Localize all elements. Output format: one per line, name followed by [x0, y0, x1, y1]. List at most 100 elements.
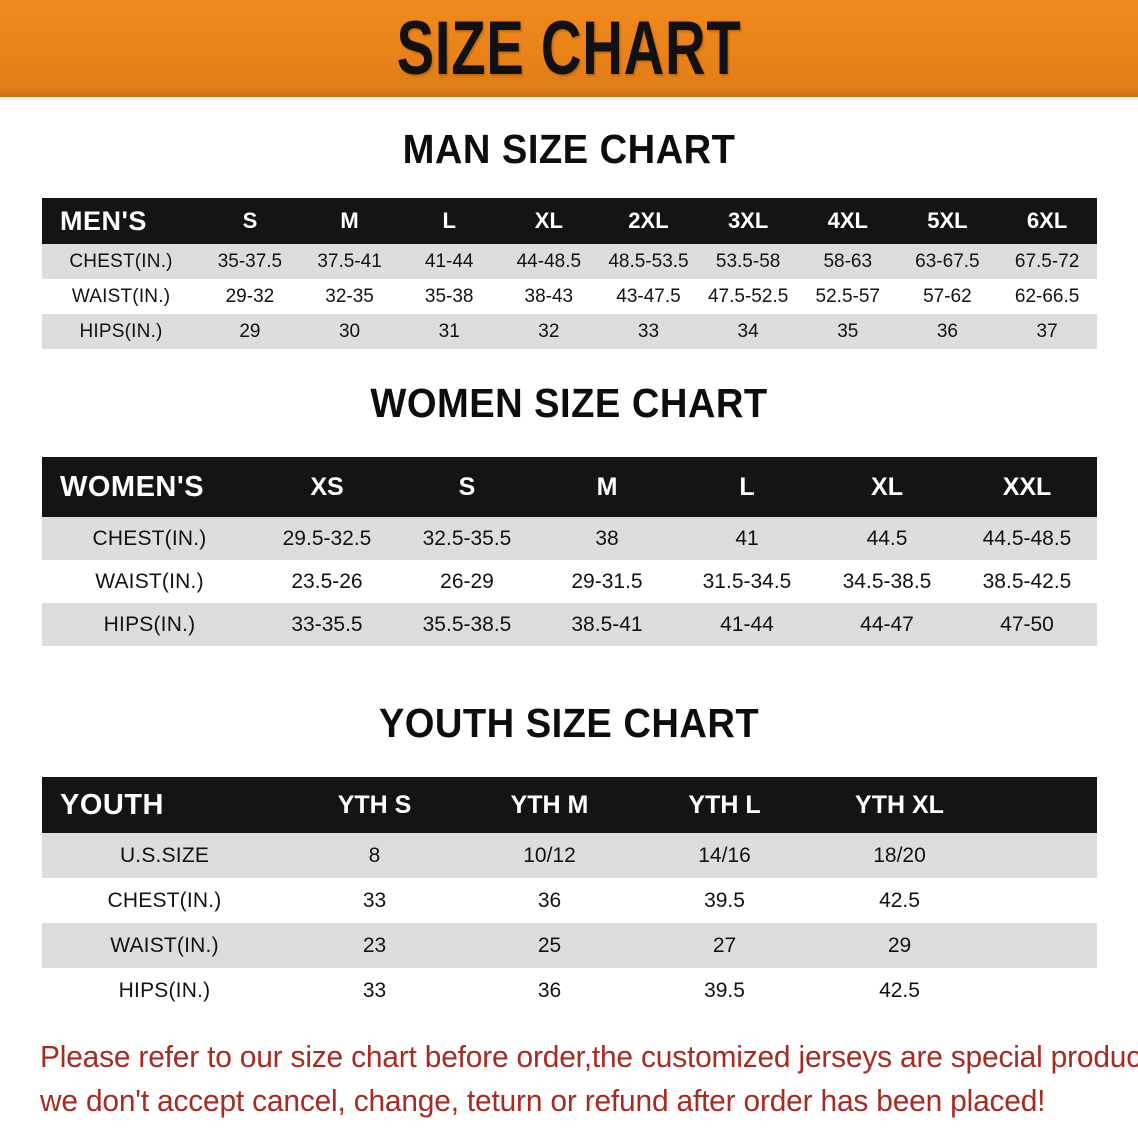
men-col-header: XL [534, 208, 563, 233]
youth-cell: 8 [287, 833, 462, 878]
youth-size-table: YOUTH YTH S YTH M YTH L YTH XL U.S.SIZE … [42, 777, 1097, 1013]
men-col-header: 2XL [628, 208, 669, 233]
men-col-header: M [340, 208, 359, 233]
table-row: U.S.SIZE 8 10/12 14/16 18/20 [42, 833, 1097, 878]
men-header-row: MEN'S S M L XL 2XL 3XL 4XL 5XL 6XL [42, 198, 1097, 244]
women-col-header: M [596, 472, 618, 501]
women-table-body: CHEST(IN.) 29.5-32.5 32.5-35.5 38 41 44.… [42, 517, 1097, 646]
men-table-body: CHEST(IN.) 35-37.5 37.5-41 41-44 44-48.5… [42, 244, 1097, 349]
youth-cell-spacer [987, 833, 1097, 878]
women-col-header: L [739, 472, 755, 501]
women-cell: 38.5-41 [537, 603, 677, 646]
table-row: CHEST(IN.) 33 36 39.5 42.5 [42, 878, 1097, 923]
footer-line-2: we don't accept cancel, change, teturn o… [40, 1083, 1046, 1118]
women-cell: 33-35.5 [257, 603, 397, 646]
women-row-label: HIPS(IN.) [42, 603, 257, 646]
men-cell: 53.5-58 [698, 244, 798, 279]
men-row-label: WAIST(IN.) [42, 279, 201, 314]
women-cell: 26-29 [397, 560, 537, 603]
youth-cell-spacer [987, 968, 1097, 1013]
men-cell: 29-32 [200, 279, 300, 314]
men-cell: 57-62 [897, 279, 998, 314]
table-row: WAIST(IN.) 23 25 27 29 [42, 923, 1097, 968]
women-cell: 38.5-42.5 [957, 560, 1097, 603]
banner-title: SIZE CHART [396, 5, 742, 91]
women-cell: 41 [677, 517, 817, 560]
youth-cell: 33 [287, 968, 462, 1013]
youth-row-label: CHEST(IN.) [42, 878, 287, 923]
youth-col-header: YTH M [510, 790, 589, 819]
women-cell: 41-44 [677, 603, 817, 646]
youth-cell: 27 [637, 923, 812, 968]
women-row-label: CHEST(IN.) [42, 517, 257, 560]
women-header-row: WOMEN'S XS S M L XL XXL [42, 457, 1097, 517]
men-cell: 29 [200, 314, 300, 349]
youth-cell: 23 [287, 923, 462, 968]
youth-cell: 39.5 [637, 968, 812, 1013]
women-cell: 35.5-38.5 [397, 603, 537, 646]
youth-header-row: YOUTH YTH S YTH M YTH L YTH XL [42, 777, 1097, 833]
men-cell: 30 [299, 314, 400, 349]
women-col-header: XXL [1002, 472, 1052, 501]
women-cell: 34.5-38.5 [817, 560, 957, 603]
youth-section-title: YOUTH SIZE CHART [378, 700, 760, 746]
table-row: HIPS(IN.) 33 36 39.5 42.5 [42, 968, 1097, 1013]
men-table-head: MEN'S S M L XL 2XL 3XL 4XL 5XL 6XL [42, 198, 1097, 244]
youth-cell: 33 [287, 878, 462, 923]
youth-table-body: U.S.SIZE 8 10/12 14/16 18/20 CHEST(IN.) … [42, 833, 1097, 1013]
table-row: WAIST(IN.) 29-32 32-35 35-38 38-43 43-47… [42, 279, 1097, 314]
women-cell: 31.5-34.5 [677, 560, 817, 603]
table-row: CHEST(IN.) 35-37.5 37.5-41 41-44 44-48.5… [42, 244, 1097, 279]
man-section-title: MAN SIZE CHART [402, 126, 736, 172]
youth-col-header: YTH XL [855, 790, 944, 819]
youth-cell: 10/12 [462, 833, 637, 878]
women-section-title: WOMEN SIZE CHART [370, 380, 768, 426]
men-cell: 38-43 [499, 279, 599, 314]
youth-cell: 36 [462, 968, 637, 1013]
men-col-header: 3XL [727, 208, 769, 233]
women-cell: 44-47 [817, 603, 957, 646]
men-cell: 41-44 [399, 244, 500, 279]
youth-cell-spacer [987, 923, 1097, 968]
men-size-table: MEN'S S M L XL 2XL 3XL 4XL 5XL 6XL CHEST… [42, 198, 1097, 349]
table-row: CHEST(IN.) 29.5-32.5 32.5-35.5 38 41 44.… [42, 517, 1097, 560]
men-row-label: HIPS(IN.) [42, 314, 201, 349]
men-cell: 44-48.5 [499, 244, 599, 279]
youth-cell: 14/16 [637, 833, 812, 878]
youth-cell: 36 [462, 878, 637, 923]
men-col-header: 4XL [827, 208, 868, 233]
men-cell: 58-63 [797, 244, 898, 279]
men-cell: 52.5-57 [797, 279, 898, 314]
youth-col-header: YTH S [337, 790, 412, 819]
men-corner-label: MEN'S [60, 205, 147, 236]
men-cell: 62-66.5 [997, 279, 1097, 314]
table-row: HIPS(IN.) 33-35.5 35.5-38.5 38.5-41 41-4… [42, 603, 1097, 646]
youth-cell: 42.5 [812, 968, 987, 1013]
women-col-header: XS [310, 472, 344, 501]
women-table-head: WOMEN'S XS S M L XL XXL [42, 457, 1097, 517]
men-cell: 37.5-41 [299, 244, 400, 279]
men-cell: 31 [399, 314, 500, 349]
men-cell: 47.5-52.5 [698, 279, 798, 314]
men-cell: 32-35 [299, 279, 400, 314]
youth-col-header-spacer [987, 777, 1097, 833]
footer-line-1: Please refer to our size chart before or… [40, 1039, 1138, 1074]
men-col-header: L [442, 208, 456, 233]
table-row: WAIST(IN.) 23.5-26 26-29 29-31.5 31.5-34… [42, 560, 1097, 603]
women-cell: 44.5-48.5 [957, 517, 1097, 560]
men-cell: 35 [797, 314, 898, 349]
men-col-header: S [242, 208, 258, 233]
women-row-label: WAIST(IN.) [42, 560, 257, 603]
men-cell: 36 [897, 314, 998, 349]
men-cell: 35-38 [399, 279, 500, 314]
men-cell: 67.5-72 [997, 244, 1097, 279]
youth-cell: 29 [812, 923, 987, 968]
youth-cell: 18/20 [812, 833, 987, 878]
women-size-table: WOMEN'S XS S M L XL XXL CHEST(IN.) 29.5-… [42, 457, 1097, 646]
table-row: HIPS(IN.) 29 30 31 32 33 34 35 36 37 [42, 314, 1097, 349]
women-cell: 38 [537, 517, 677, 560]
men-cell: 37 [997, 314, 1097, 349]
men-cell: 33 [598, 314, 699, 349]
youth-cell: 25 [462, 923, 637, 968]
men-cell: 34 [698, 314, 798, 349]
